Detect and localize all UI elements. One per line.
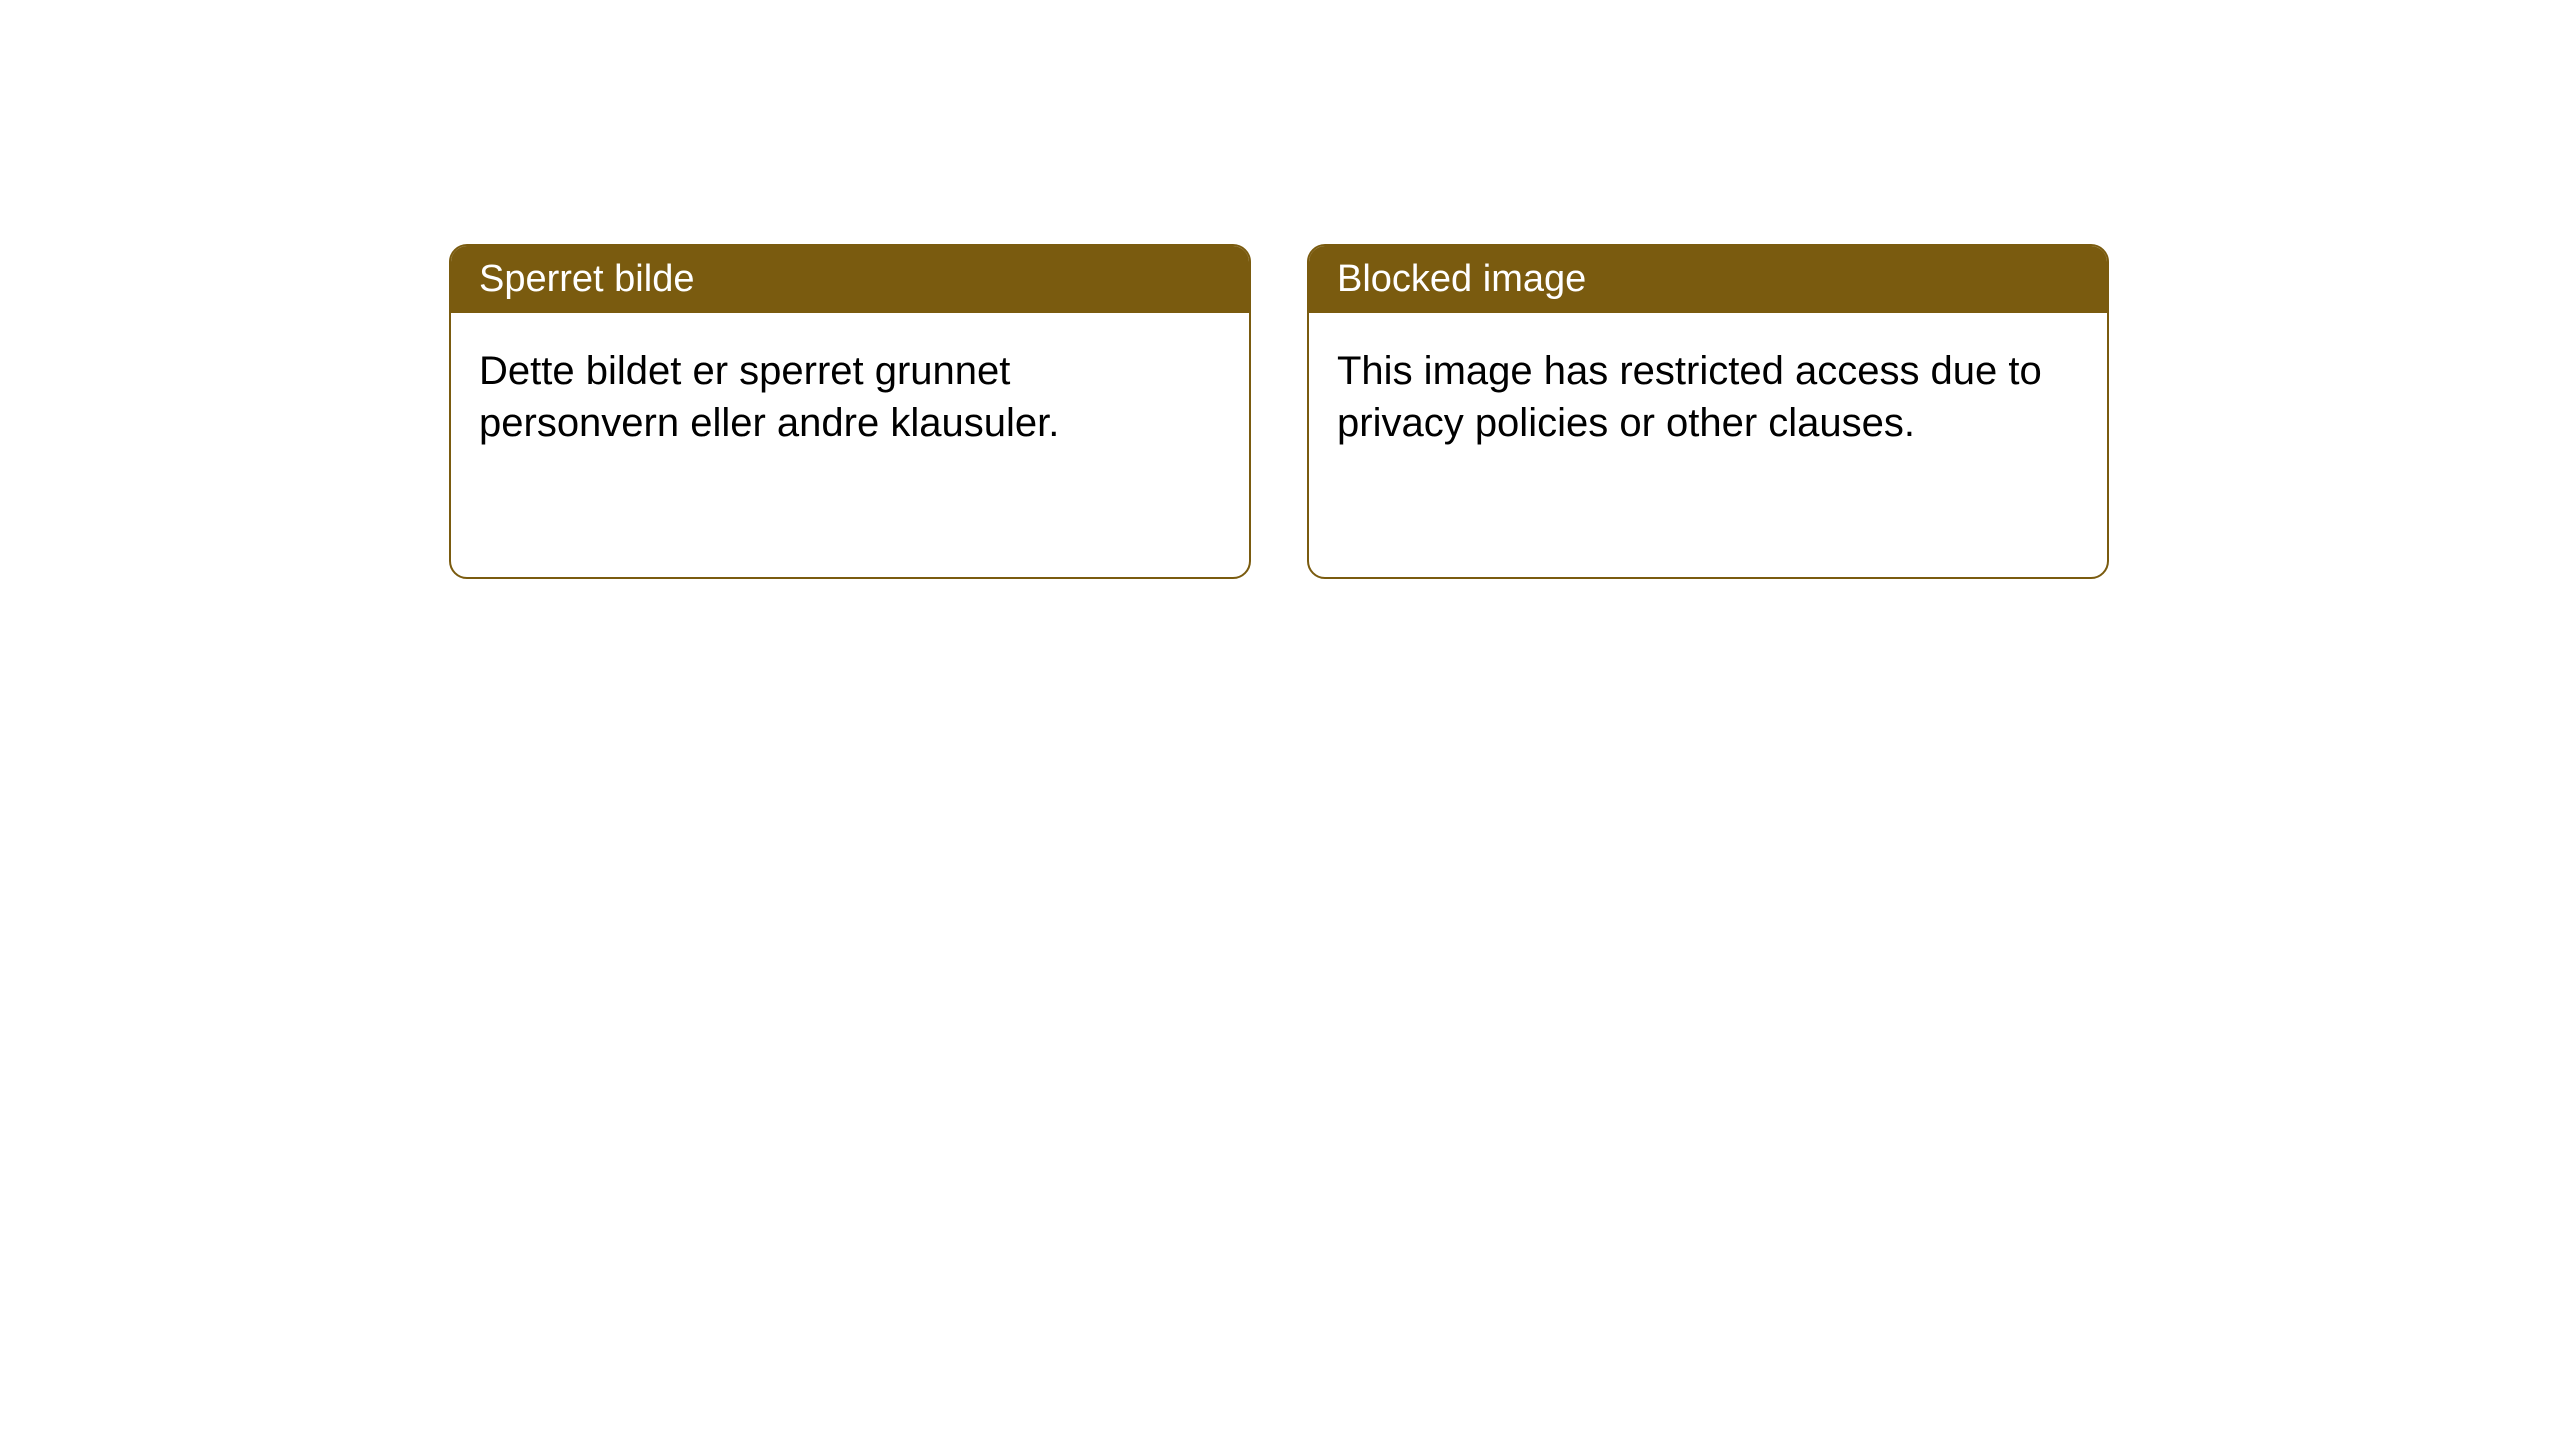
notice-title-en: Blocked image — [1309, 246, 2107, 313]
notice-body-en: This image has restricted access due to … — [1309, 313, 2107, 481]
notice-title-no: Sperret bilde — [451, 246, 1249, 313]
notice-card-no: Sperret bilde Dette bildet er sperret gr… — [449, 244, 1251, 579]
notice-body-no: Dette bildet er sperret grunnet personve… — [451, 313, 1249, 481]
notice-card-en: Blocked image This image has restricted … — [1307, 244, 2109, 579]
notice-container: Sperret bilde Dette bildet er sperret gr… — [0, 0, 2560, 579]
